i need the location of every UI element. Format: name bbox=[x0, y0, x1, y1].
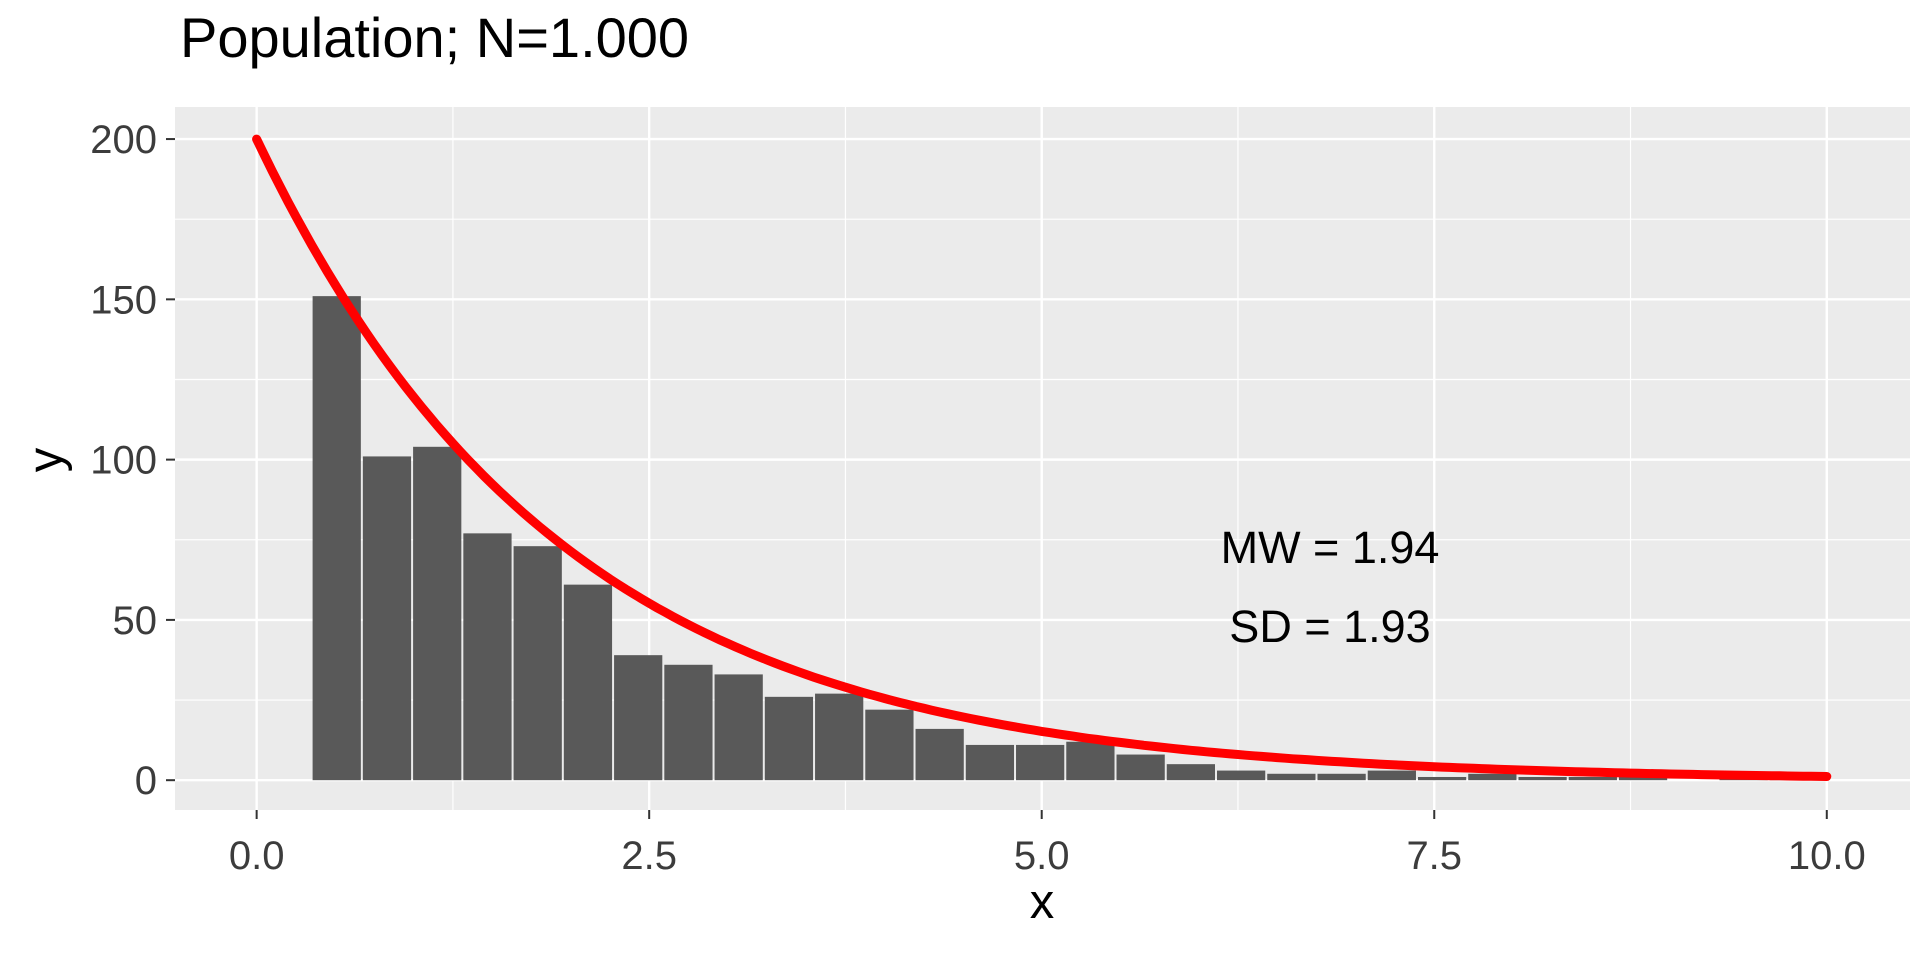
histogram-bar bbox=[714, 674, 763, 781]
y-tick-label: 50 bbox=[113, 599, 158, 643]
histogram-bar bbox=[664, 664, 713, 781]
histogram-bar bbox=[614, 655, 663, 781]
histogram-bar bbox=[1066, 741, 1115, 781]
histogram-bar bbox=[513, 546, 562, 781]
histogram-bar bbox=[965, 744, 1015, 781]
y-tick-label: 0 bbox=[135, 759, 157, 803]
histogram-bar bbox=[1267, 773, 1316, 781]
histogram-bar bbox=[1116, 754, 1165, 781]
histogram-bar bbox=[1618, 776, 1668, 781]
histogram-bar bbox=[1317, 773, 1366, 781]
histogram-bar bbox=[764, 696, 814, 781]
histogram-bar bbox=[312, 296, 361, 781]
x-axis-title: x bbox=[1029, 875, 1055, 929]
y-axis-title: y bbox=[19, 447, 73, 473]
annotation-sd: SD = 1.93 bbox=[1229, 601, 1431, 652]
y-tick-label: 200 bbox=[90, 118, 157, 162]
x-tick-label: 2.5 bbox=[621, 834, 677, 878]
histogram-bar bbox=[865, 709, 914, 781]
histogram-bar bbox=[563, 584, 613, 781]
x-tick-label: 5.0 bbox=[1014, 834, 1070, 878]
histogram-bar bbox=[1568, 776, 1617, 781]
histogram-bar bbox=[362, 456, 412, 781]
histogram-bar bbox=[1468, 773, 1517, 781]
histogram-bar bbox=[413, 446, 462, 781]
annotation-mean: MW = 1.94 bbox=[1220, 522, 1440, 573]
chart-title: Population; N=1.000 bbox=[180, 6, 690, 69]
y-tick-label: 150 bbox=[90, 278, 157, 322]
x-tick-label: 7.5 bbox=[1406, 834, 1462, 878]
histogram-bar bbox=[1417, 776, 1467, 781]
histogram-bar bbox=[463, 533, 512, 781]
histogram-bar bbox=[1016, 744, 1065, 781]
histogram-bar bbox=[1367, 770, 1416, 781]
histogram-bar bbox=[1166, 764, 1215, 781]
histogram-bar bbox=[815, 693, 864, 781]
histogram-bar bbox=[1518, 776, 1567, 781]
histogram-bar bbox=[1217, 770, 1266, 781]
histogram-bar bbox=[915, 728, 964, 781]
y-tick-label: 100 bbox=[90, 439, 157, 483]
x-tick-label: 10.0 bbox=[1788, 834, 1866, 878]
x-tick-label: 0.0 bbox=[229, 834, 285, 878]
density-curve bbox=[252, 134, 1832, 781]
